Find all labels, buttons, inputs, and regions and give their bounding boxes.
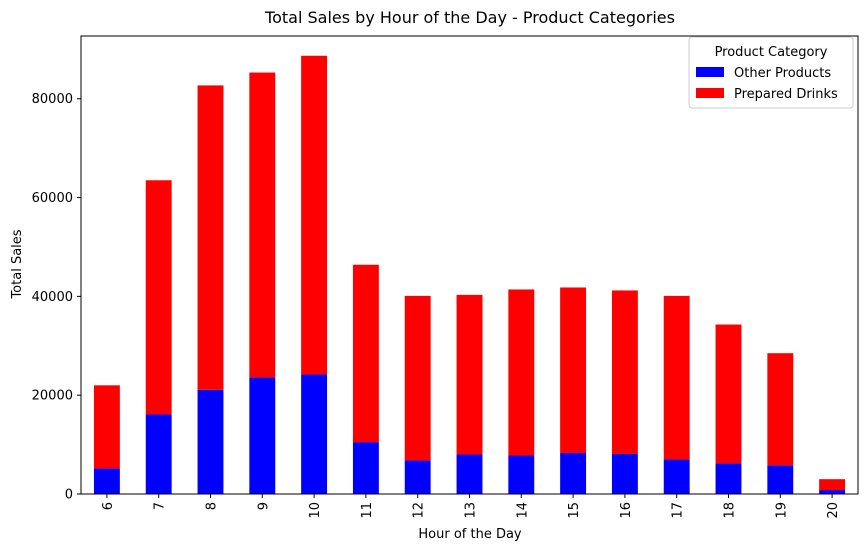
bar-other-products-hour-16 — [611, 453, 638, 494]
bar-other-products-hour-18 — [715, 463, 742, 494]
bar-prepared-drinks-hour-20 — [819, 479, 846, 491]
bar-other-products-hour-20 — [819, 490, 846, 494]
bar-other-products-hour-6 — [93, 468, 120, 494]
x-tick-label: 9 — [256, 502, 271, 510]
legend-label-prepared-drinks: Prepared Drinks — [734, 87, 838, 102]
bars-layer — [93, 55, 846, 494]
bar-prepared-drinks-hour-17 — [663, 295, 690, 460]
bar-other-products-hour-7 — [145, 414, 172, 494]
bar-other-products-hour-10 — [301, 374, 328, 494]
chart-title: Total Sales by Hour of the Day - Product… — [264, 8, 675, 27]
x-tick-label: 13 — [464, 502, 479, 519]
bar-prepared-drinks-hour-18 — [715, 324, 742, 464]
y-tick-label: 0 — [65, 488, 73, 503]
bar-prepared-drinks-hour-16 — [611, 290, 638, 454]
y-tick-label: 20000 — [32, 389, 73, 404]
x-tick-label: 16 — [619, 502, 634, 519]
bar-other-products-hour-12 — [404, 460, 431, 494]
x-tick-label: 14 — [515, 502, 530, 519]
bar-prepared-drinks-hour-12 — [404, 295, 431, 461]
bar-prepared-drinks-hour-6 — [93, 385, 120, 469]
bar-other-products-hour-14 — [508, 455, 535, 494]
bar-prepared-drinks-hour-19 — [767, 353, 794, 466]
bar-prepared-drinks-hour-11 — [352, 264, 379, 443]
x-axis-label: Hour of the Day — [418, 527, 522, 542]
bar-other-products-hour-9 — [249, 377, 276, 494]
y-ticks-layer: 0 20000 40000 60000 80000 — [32, 92, 81, 503]
legend-swatch-other-products — [696, 67, 724, 77]
plot-frame — [80, 35, 859, 495]
bar-other-products-hour-11 — [352, 442, 379, 494]
bar-other-products-hour-15 — [560, 452, 587, 494]
bar-prepared-drinks-hour-13 — [456, 294, 483, 455]
x-tick-label: 12 — [412, 502, 427, 519]
x-tick-label: 15 — [567, 502, 582, 519]
bar-other-products-hour-19 — [767, 465, 794, 494]
x-tick-label: 10 — [308, 502, 323, 519]
x-ticks-layer: 6 7 8 9 10 11 12 13 14 15 16 17 18 19 20 — [101, 494, 841, 519]
x-tick-label: 7 — [153, 502, 168, 510]
y-tick-label: 40000 — [32, 290, 73, 305]
x-tick-label: 8 — [205, 502, 220, 510]
bar-prepared-drinks-hour-8 — [197, 85, 224, 390]
legend-title: Product Category — [715, 45, 828, 60]
bar-other-products-hour-8 — [197, 389, 224, 494]
bar-other-products-hour-13 — [456, 454, 483, 494]
bar-prepared-drinks-hour-7 — [145, 180, 172, 415]
legend-swatch-prepared-drinks — [696, 88, 724, 98]
bar-prepared-drinks-hour-9 — [249, 72, 276, 378]
y-tick-label: 80000 — [32, 92, 73, 107]
bar-prepared-drinks-hour-10 — [301, 55, 328, 375]
legend-label-other-products: Other Products — [734, 66, 831, 81]
bar-prepared-drinks-hour-14 — [508, 289, 535, 456]
x-tick-label: 6 — [101, 502, 116, 510]
legend: Product Category Other Products Prepared… — [688, 36, 854, 109]
legend-box — [688, 36, 854, 109]
y-axis-label: Total Sales — [10, 229, 25, 299]
bar-other-products-hour-17 — [663, 459, 690, 494]
bar-prepared-drinks-hour-15 — [560, 287, 587, 453]
x-tick-label: 11 — [360, 502, 375, 519]
x-tick-label: 18 — [723, 502, 738, 519]
y-tick-label: 60000 — [32, 191, 73, 206]
x-tick-label: 19 — [774, 502, 789, 519]
x-tick-label: 20 — [826, 502, 841, 519]
x-tick-label: 17 — [671, 502, 686, 519]
